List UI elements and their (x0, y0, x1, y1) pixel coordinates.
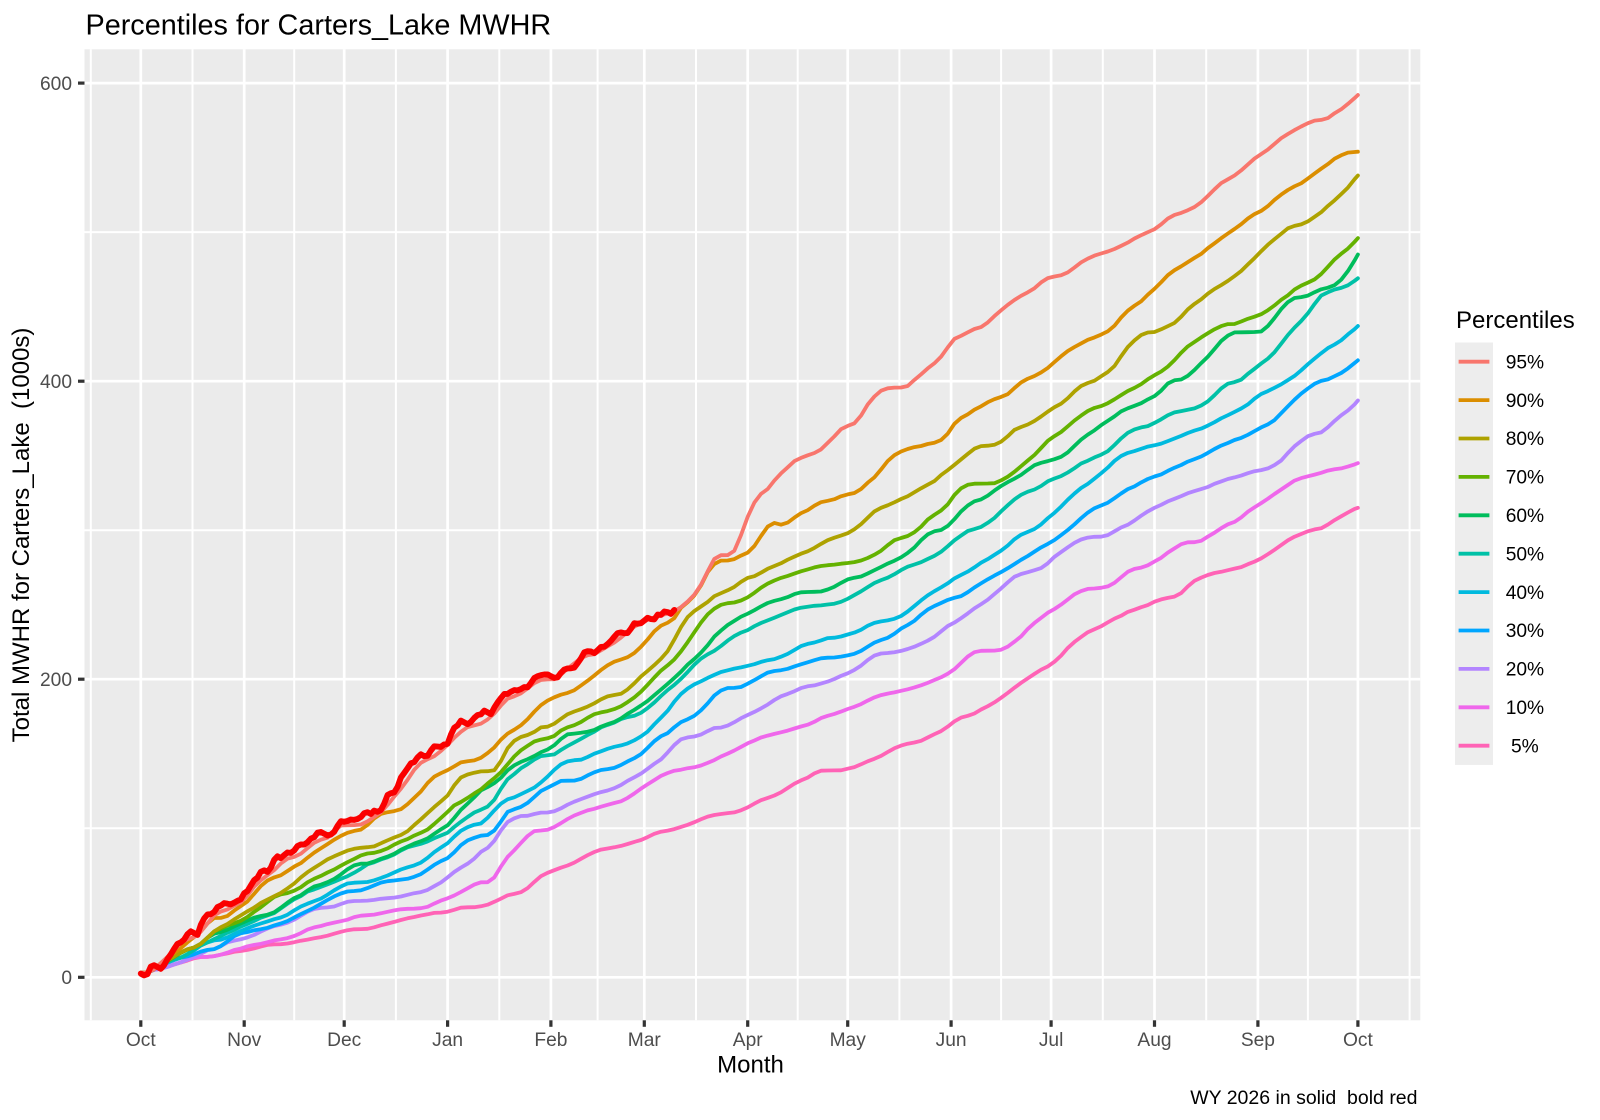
svg-text:Month: Month (717, 1052, 784, 1079)
svg-text:WY 2026 in solid bold red: WY 2026 in solid bold red (1190, 1087, 1417, 1109)
svg-text:Aug: Aug (1137, 1030, 1171, 1051)
svg-text:200: 200 (40, 670, 72, 691)
svg-text:40%: 40% (1506, 583, 1544, 604)
svg-text:90%: 90% (1506, 391, 1544, 412)
svg-text:Total MWHR for Carters_Lake (: Total MWHR for Carters_Lake (1000s) (8, 328, 35, 743)
svg-text:50%: 50% (1506, 544, 1544, 565)
svg-text:10%: 10% (1506, 698, 1544, 719)
svg-text:Percentiles for Carters_Lake M: Percentiles for Carters_Lake MWHR (86, 9, 552, 41)
svg-text:Dec: Dec (327, 1030, 362, 1051)
svg-text:30%: 30% (1506, 621, 1544, 642)
svg-text:0: 0 (61, 968, 72, 989)
svg-text:Percentiles: Percentiles (1456, 307, 1575, 334)
svg-text:May: May (830, 1030, 867, 1051)
svg-text:Oct: Oct (126, 1030, 157, 1051)
svg-text:20%: 20% (1506, 660, 1544, 681)
svg-text:60%: 60% (1506, 506, 1544, 527)
svg-text:Jan: Jan (432, 1030, 463, 1051)
svg-text:Apr: Apr (733, 1030, 763, 1051)
svg-text:Mar: Mar (628, 1030, 662, 1051)
svg-text:600: 600 (40, 74, 72, 95)
svg-text:80%: 80% (1506, 429, 1544, 450)
svg-text:Jun: Jun (936, 1030, 967, 1051)
svg-text:95%: 95% (1506, 352, 1544, 373)
svg-text:70%: 70% (1506, 468, 1544, 489)
svg-text:Sep: Sep (1241, 1030, 1275, 1051)
svg-text:Oct: Oct (1343, 1030, 1374, 1051)
svg-text:5%: 5% (1511, 736, 1539, 757)
svg-text:Nov: Nov (227, 1030, 262, 1051)
svg-text:Feb: Feb (534, 1030, 567, 1051)
svg-text:400: 400 (40, 372, 72, 393)
svg-text:Jul: Jul (1039, 1030, 1064, 1051)
